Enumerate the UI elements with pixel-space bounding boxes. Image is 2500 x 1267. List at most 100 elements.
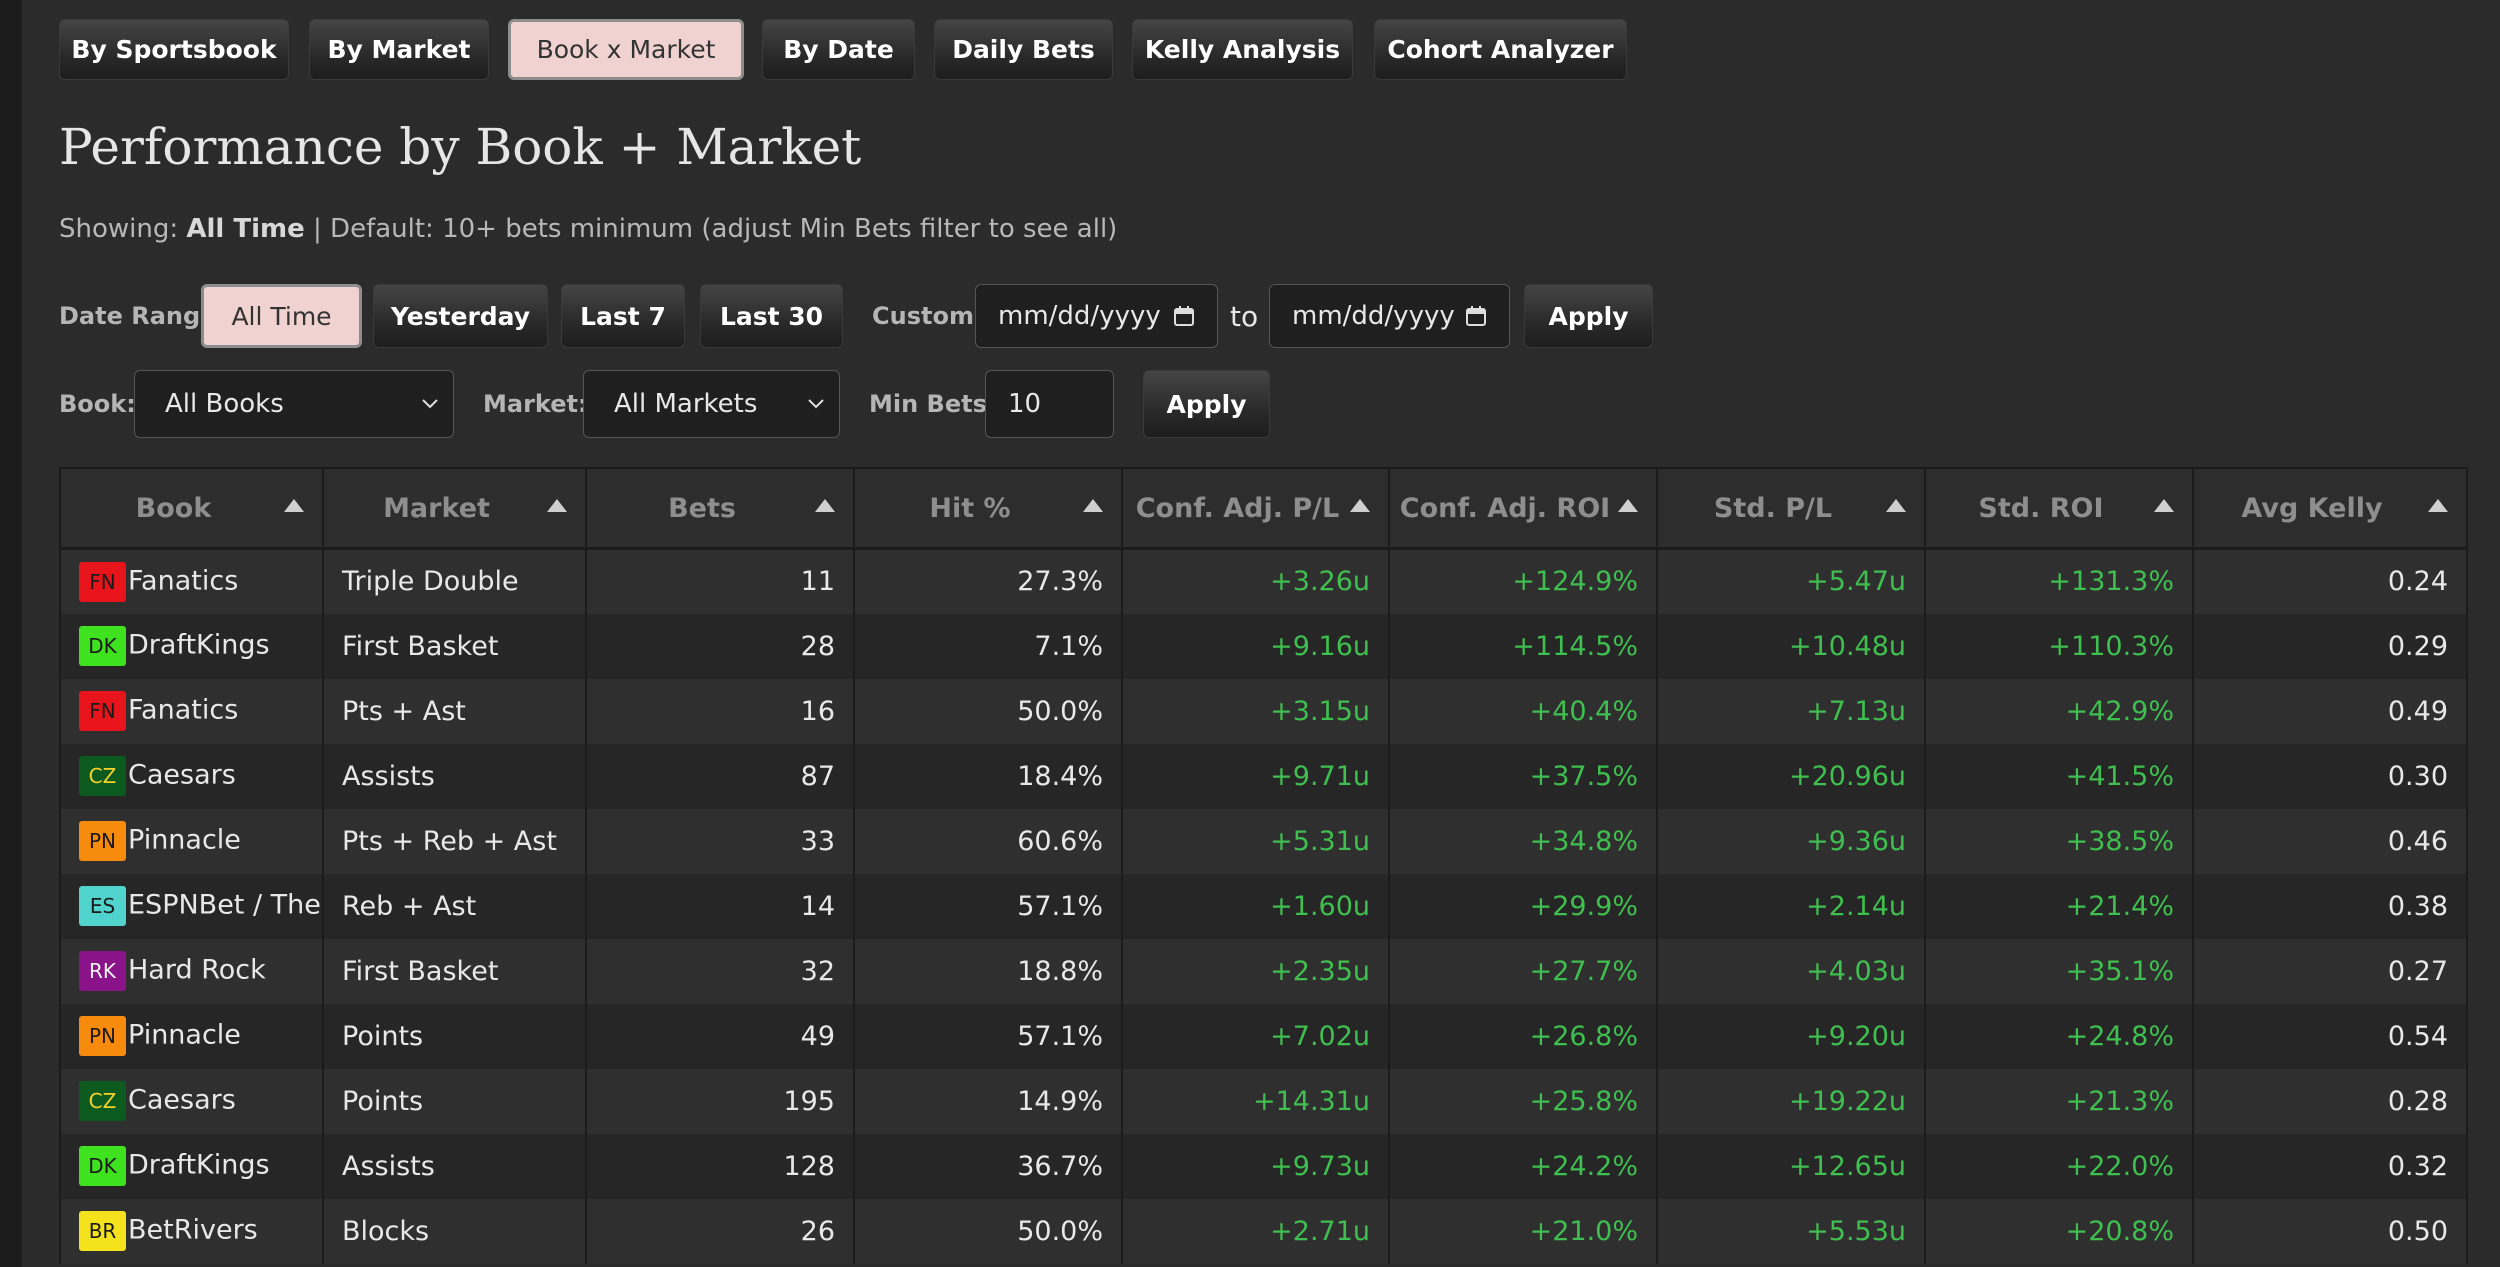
- conf-adj-pl-cell: +9.73u: [1121, 1133, 1390, 1199]
- book-badge: DK: [79, 1146, 126, 1186]
- bets-cell: 33: [585, 808, 855, 874]
- date-range-button[interactable]: Last 30: [700, 284, 843, 348]
- bets-cell: 32: [585, 938, 855, 1004]
- book-badge: PN: [79, 821, 126, 861]
- std-roi-cell: +21.4%: [1924, 873, 2194, 939]
- subtitle-range: All Time: [186, 214, 305, 244]
- bets-cell: 195: [585, 1068, 855, 1134]
- market-select-value: All Markets: [614, 389, 758, 419]
- market-cell: Reb + Ast: [322, 873, 587, 939]
- book-badge: CZ: [79, 756, 126, 796]
- conf-adj-pl-cell: +14.31u: [1121, 1068, 1390, 1134]
- calendar-icon: [1466, 306, 1486, 326]
- conf-adj-roi-cell: +114.5%: [1388, 613, 1658, 679]
- book-name: Caesars: [128, 759, 236, 791]
- subtitle-prefix: Showing:: [59, 214, 179, 244]
- book-name: BetRivers: [128, 1214, 258, 1246]
- book-name: Pinnacle: [128, 824, 241, 856]
- conf-adj-roi-cell: +37.5%: [1388, 743, 1658, 809]
- std-pl-cell: +12.65u: [1656, 1133, 1926, 1199]
- conf-adj-pl-cell: +1.60u: [1121, 873, 1390, 939]
- apply-date-button[interactable]: Apply: [1524, 284, 1653, 348]
- date-to-text: mm/dd/yyyy: [1292, 301, 1455, 331]
- column-header-text: Std. ROI: [1978, 492, 2104, 524]
- std-roi-cell: +20.8%: [1924, 1198, 2194, 1264]
- min-bets-input[interactable]: 10: [985, 370, 1114, 438]
- conf-adj-pl-cell: +2.35u: [1121, 938, 1390, 1004]
- table-row: CZ Caesars Points 195 14.9% +14.31u +25.8% +19.…: [59, 1068, 2468, 1134]
- std-pl-cell: +20.96u: [1656, 743, 1926, 809]
- table-row: FN Fanatics Pts + Ast 16 50.0% +3.15u +40.4% +7…: [59, 678, 2468, 744]
- hit-rate-cell: 50.0%: [853, 678, 1123, 744]
- book-badge: CZ: [79, 1081, 126, 1121]
- column-header-text: Conf. Adj. P/L: [1135, 492, 1340, 524]
- results-table: Book Market Bets Hit % Conf. Adj. P/L Conf. A…: [59, 467, 2468, 1264]
- column-header-text: Avg Kelly: [2241, 492, 2383, 524]
- column-header-text: Market: [383, 492, 490, 524]
- conf-adj-roi-cell: +26.8%: [1388, 1003, 1658, 1069]
- date-range-button[interactable]: All Time: [201, 284, 362, 348]
- book-cell: CZ Caesars: [59, 743, 324, 809]
- tab[interactable]: Kelly Analysis: [1132, 19, 1353, 80]
- std-roi-cell: +22.0%: [1924, 1133, 2194, 1199]
- sort-arrow: [2428, 499, 2448, 512]
- column-header[interactable]: Bets: [585, 467, 855, 550]
- market-select[interactable]: All Markets: [583, 370, 840, 438]
- column-header[interactable]: Conf. Adj. ROI: [1388, 467, 1658, 550]
- sort-arrow: [2154, 499, 2174, 512]
- header-row: Book Market Bets Hit % Conf. Adj. P/L Conf. A…: [59, 467, 2468, 550]
- date-from[interactable]: mm/dd/yyyy: [975, 284, 1218, 348]
- conf-adj-roi-cell: +27.7%: [1388, 938, 1658, 1004]
- subtitle-note: | Default: 10+ bets minimum (adjust Min …: [313, 214, 1118, 244]
- book-name: Fanatics: [128, 694, 239, 726]
- tab[interactable]: By Sportsbook: [59, 19, 289, 80]
- tab[interactable]: By Market: [309, 19, 489, 80]
- book-name: DraftKings: [128, 1149, 270, 1181]
- column-header-text: Std. P/L: [1713, 492, 1833, 524]
- book-name: DraftKings: [128, 629, 270, 661]
- market-cell: Triple Double: [322, 548, 587, 614]
- tab[interactable]: By Date: [762, 19, 915, 80]
- bets-cell: 49: [585, 1003, 855, 1069]
- subtitle: Showing: All Time | Default: 10+ bets mi…: [59, 214, 1117, 244]
- column-header[interactable]: Market: [322, 467, 587, 550]
- conf-adj-pl-cell: +9.71u: [1121, 743, 1390, 809]
- tab[interactable]: Daily Bets: [934, 19, 1113, 80]
- std-pl-cell: +5.47u: [1656, 548, 1926, 614]
- column-header[interactable]: Conf. Adj. P/L: [1121, 467, 1390, 550]
- date-range-button[interactable]: Last 7: [561, 284, 685, 348]
- chevron: [422, 399, 438, 409]
- tab[interactable]: Book x Market: [508, 19, 744, 80]
- hit-rate-cell: 18.8%: [853, 938, 1123, 1004]
- min-bets-value: 10: [1008, 389, 1042, 419]
- column-header[interactable]: Std. ROI: [1924, 467, 2194, 550]
- column-header[interactable]: Std. P/L: [1656, 467, 1926, 550]
- conf-adj-roi-cell: +21.0%: [1388, 1198, 1658, 1264]
- column-header[interactable]: Hit %: [853, 467, 1123, 550]
- book-select[interactable]: All Books: [134, 370, 454, 438]
- book-badge: FN: [79, 561, 126, 602]
- sort-arrow: [1886, 499, 1906, 512]
- calendar-icon: [1174, 306, 1194, 326]
- market-label: Market:: [483, 390, 588, 418]
- avg-kelly-cell: 0.49: [2192, 678, 2468, 744]
- conf-adj-roi-cell: +124.9%: [1388, 548, 1658, 614]
- column-header-text: Bets: [668, 492, 736, 524]
- date-from-text: mm/dd/yyyy: [998, 301, 1161, 331]
- apply-filter-button[interactable]: Apply: [1143, 370, 1270, 438]
- min-bets-label: Min Bets:: [869, 390, 997, 418]
- tab[interactable]: Cohort Analyzer: [1374, 19, 1627, 80]
- conf-adj-pl-cell: +7.02u: [1121, 1003, 1390, 1069]
- column-header[interactable]: Avg Kelly: [2192, 467, 2468, 550]
- book-name: ESPNBet / TheSc: [128, 889, 321, 921]
- std-pl-cell: +19.22u: [1656, 1068, 1926, 1134]
- column-header[interactable]: Book: [59, 467, 324, 550]
- date-range-button[interactable]: Yesterday: [373, 284, 548, 348]
- book-badge: RK: [79, 951, 126, 991]
- date-to[interactable]: mm/dd/yyyy: [1269, 284, 1510, 348]
- table-row: PN Pinnacle Points 49 57.1% +7.02u +26.8% +9.20…: [59, 1003, 2468, 1069]
- book-cell: RK Hard Rock: [59, 938, 324, 1004]
- conf-adj-roi-cell: +24.2%: [1388, 1133, 1658, 1199]
- avg-kelly-cell: 0.30: [2192, 743, 2468, 809]
- std-pl-cell: +2.14u: [1656, 873, 1926, 939]
